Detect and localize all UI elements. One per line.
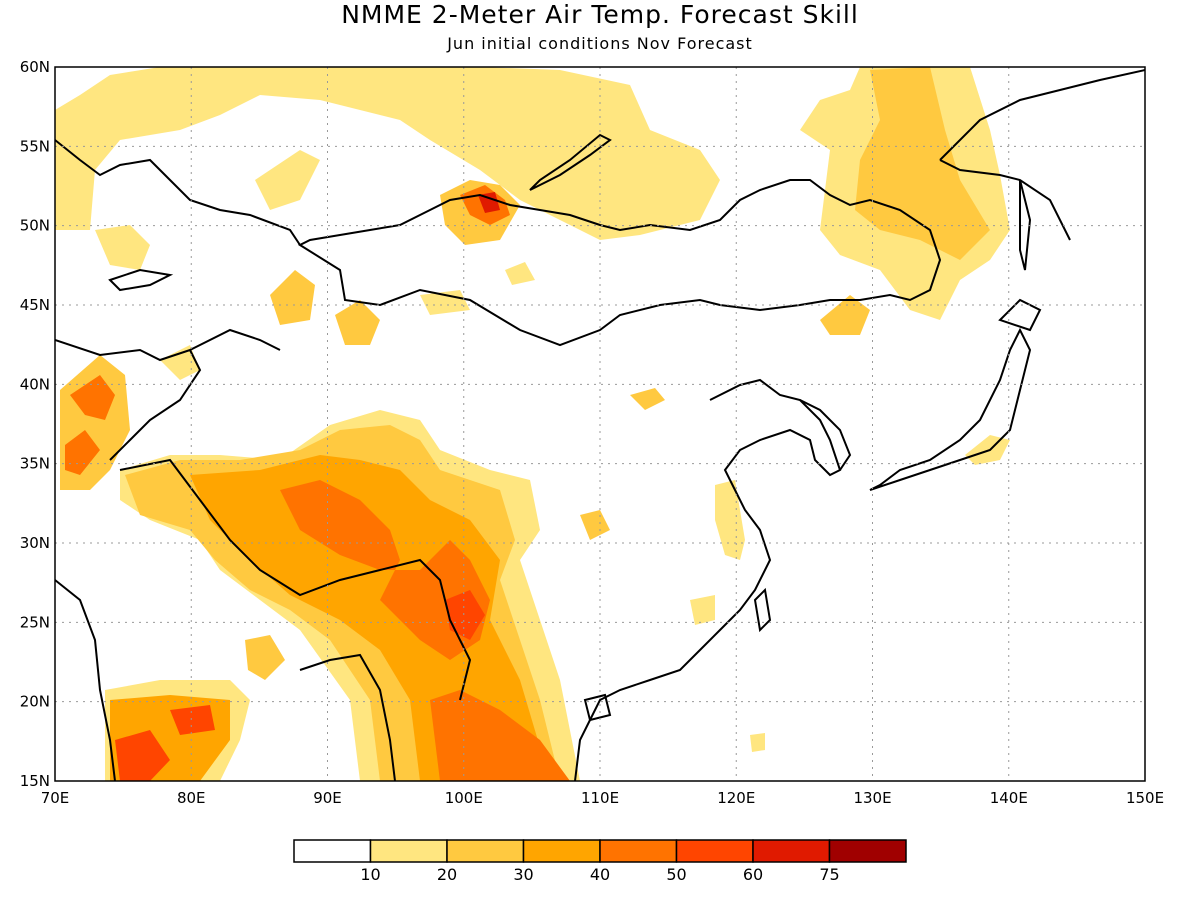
coast-hokkaido (998, 298, 1042, 332)
colorbar-swatch (675, 839, 754, 863)
shade-region-pamir-inner (65, 375, 115, 475)
lon-tick-label: 150E (1126, 789, 1164, 807)
colorbar-label: 75 (819, 865, 839, 884)
coast-japan (869, 327, 1032, 491)
gridlines (55, 67, 1145, 781)
shade-region-east-china (690, 480, 745, 625)
lat-tick-label: 15N (20, 772, 50, 790)
latitude-labels: 60N 55N 50N 45N 40N 35N 30N 25N 20N 15N (20, 58, 50, 790)
colorbar-label: 60 (743, 865, 763, 884)
shade-region-indochina (430, 690, 570, 781)
shade-region-shandong (630, 388, 665, 410)
lat-tick-label: 50N (20, 217, 50, 235)
lon-tick-label: 80E (177, 789, 206, 807)
lon-tick-label: 140E (990, 789, 1028, 807)
shade-region-tarim (160, 345, 200, 380)
shade-region-tibet-hot (280, 480, 490, 660)
coast-korea (799, 399, 852, 471)
shade-region-baikal-core (478, 192, 500, 213)
plot-frame (54, 66, 1146, 782)
border-himalaya (119, 458, 472, 701)
colorbar-swatch (369, 839, 448, 863)
lat-tick-label: 60N (20, 58, 50, 76)
colorbar-label: 10 (360, 865, 380, 884)
coast-hainan (583, 693, 612, 722)
lon-tick-label: 130E (853, 789, 891, 807)
skill-shading (55, 67, 1010, 781)
lon-tick-label: 90E (313, 789, 342, 807)
lon-tick-label: 120E (717, 789, 755, 807)
coast-china-east (589, 378, 842, 721)
colorbar-swatch (522, 839, 601, 863)
coast-bay-of-bengal (55, 579, 116, 781)
shade-region-northeast-warm (855, 67, 990, 260)
lat-tick-label: 25N (20, 613, 50, 631)
colorbar-swatch (446, 839, 525, 863)
coast-taiwan (753, 587, 772, 633)
coast-caspian-north (55, 139, 301, 246)
colorbar-label: 50 (666, 865, 686, 884)
shade-region-north (55, 67, 720, 240)
lat-tick-label: 55N (20, 137, 50, 155)
colorbar-label: 40 (590, 865, 610, 884)
shade-region-manchuria (820, 295, 870, 335)
shade-region-altai (255, 150, 320, 210)
longitude-labels: 70E 80E 90E 100E 110E 120E 130E 140E 150E (41, 789, 1164, 807)
coastlines (55, 69, 1145, 781)
shade-region-mongolia-dot-2 (505, 262, 535, 285)
lake-baikal (529, 133, 612, 191)
shade-region-taiwan-lobe (750, 733, 765, 752)
coast-sakhalin (1019, 179, 1032, 271)
colorbar-swatch (752, 839, 831, 863)
border-west-china (189, 328, 281, 351)
shade-region-mongolia-dot (420, 290, 470, 315)
colorbar (293, 839, 907, 863)
coast-indochina (574, 719, 591, 781)
colorbar-swatch (599, 839, 678, 863)
colorbar-label: 30 (513, 865, 533, 884)
coast-bengal-east (299, 653, 396, 781)
lon-tick-label: 70E (41, 789, 70, 807)
colorbar-swatch (293, 839, 372, 863)
lat-tick-label: 30N (20, 534, 50, 552)
lat-tick-label: 40N (20, 375, 50, 393)
shade-region-sichuan (580, 510, 610, 540)
coast-kamchatka (939, 69, 1145, 161)
colorbar-labels: 10 20 30 40 50 60 75 (360, 865, 839, 884)
shade-region-kazakh-2 (335, 300, 380, 345)
colorbar-label: 20 (437, 865, 457, 884)
shade-region-kazakh-1 (270, 270, 315, 325)
map-subtitle: Jun initial conditions Nov Forecast (447, 34, 753, 53)
coast-russia-china-border (297, 179, 942, 347)
lat-tick-label: 45N (20, 296, 50, 314)
lat-tick-label: 35N (20, 455, 50, 473)
lon-tick-label: 110E (581, 789, 619, 807)
colorbar-swatch (828, 839, 907, 863)
lon-tick-label: 100E (445, 789, 483, 807)
shade-region-northwest-lobe (95, 225, 150, 270)
border-central-asia (55, 339, 202, 461)
lat-tick-label: 20N (20, 693, 50, 711)
shade-region-india-hot (115, 705, 215, 781)
lake-balkhash (108, 268, 174, 292)
coast-okhotsk (939, 159, 1071, 241)
shade-region-bengal-dot (245, 635, 285, 680)
map-title: NMME 2-Meter Air Temp. Forecast Skill (341, 0, 859, 29)
shade-region-yunnan-core (445, 590, 485, 640)
